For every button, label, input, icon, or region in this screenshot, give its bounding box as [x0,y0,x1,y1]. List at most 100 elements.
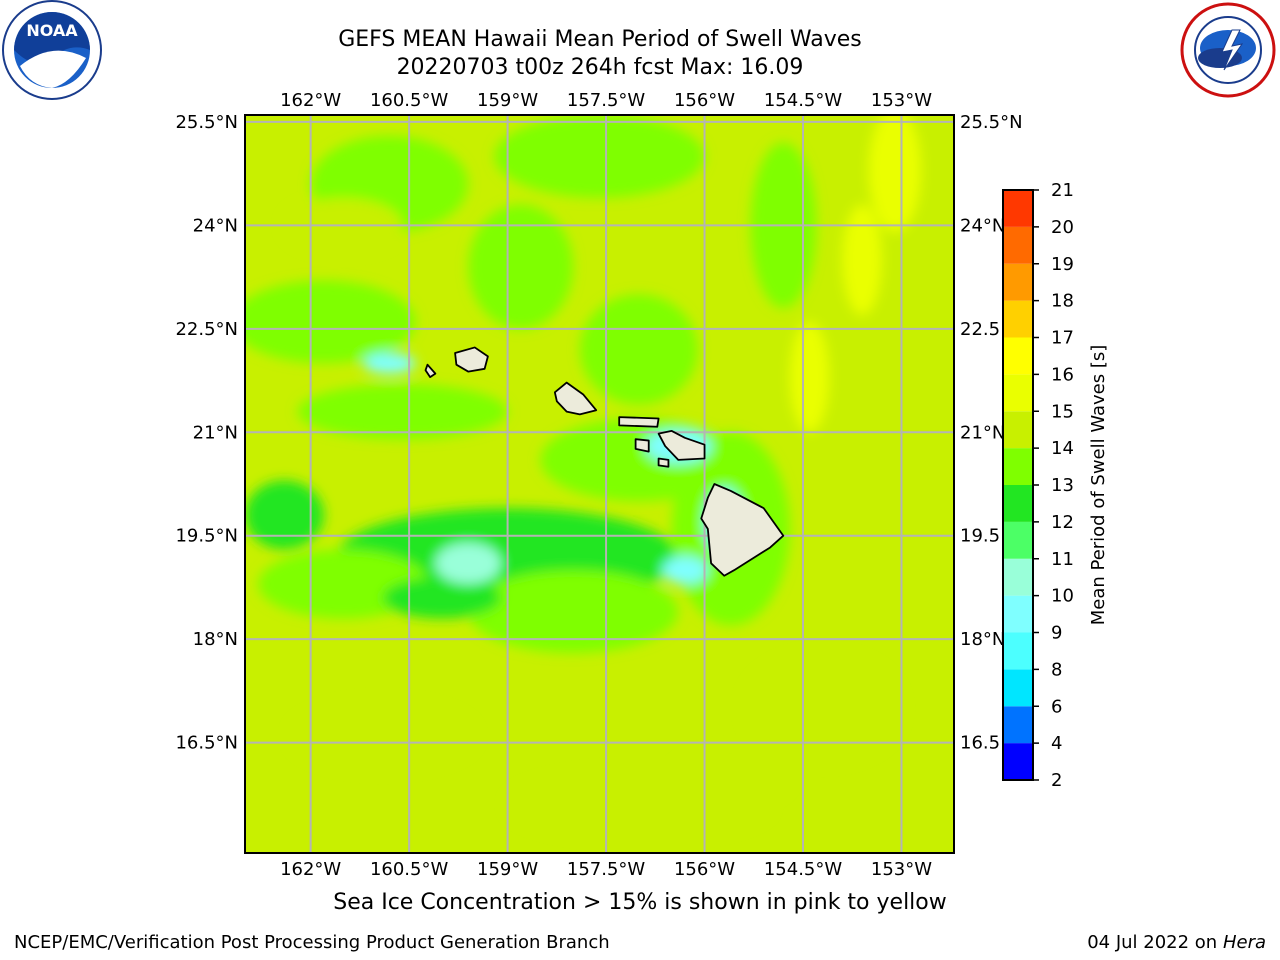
colorbar-segment [1003,411,1033,449]
colorbar-segment [1003,669,1033,707]
lon-label-bottom: 156°W [674,859,735,880]
footer-machine: Hera [1222,932,1266,953]
island-maui [657,429,706,461]
footer-date: 04 Jul 2022 on Hera [1087,932,1266,953]
noaa-logo-text: NOAA [26,21,78,40]
footer-branch: NCEP/EMC/Verification Post Processing Pr… [14,932,610,953]
colorbar-segment [1003,263,1033,301]
field-patch [245,280,416,364]
lon-label-top: 156°W [674,90,735,111]
field-patch [868,115,922,233]
field-patch [579,294,698,405]
colorbar-segment [1003,521,1033,559]
field-patch [363,352,416,374]
island-oahu [553,381,598,416]
nws-logo [1180,2,1276,98]
lat-label-right: 24°N [960,215,1005,236]
lat-label-right: 22.5 [960,319,1000,340]
colorbar-segment [1003,337,1033,375]
colorbar-tick-label: 10 [1051,586,1074,607]
lon-label-bottom: 157.5°W [567,859,646,880]
island-lanai [634,438,650,453]
colorbar-segment [1003,632,1033,670]
colorbar-tick-label: 17 [1051,328,1074,349]
swell-period-field [245,115,954,853]
lon-label-top: 162°W [280,90,341,111]
field-patch [468,204,574,329]
colorbar-tick-label: 8 [1051,659,1062,680]
field-patch [671,749,790,805]
lon-label-top: 160.5°W [370,90,449,111]
colorbar-tick-label: 14 [1051,438,1074,459]
colorbar-tick-label: 4 [1051,733,1062,754]
colorbar-tick-label: 21 [1051,180,1074,201]
lat-label-right: 19.5 [960,526,1000,547]
field-patch [494,115,705,198]
field-patch [789,321,830,433]
colorbar-tick-label: 19 [1051,254,1074,275]
colorbar-tick-label: 11 [1051,549,1074,570]
colorbar: 2 4 6 8 9 10 11 12 13 14 15 16 17 18 19 20 21 [1002,180,1074,791]
colorbar-tick-label: 2 [1051,770,1062,791]
island-kahoolawe [657,457,670,468]
map-frame [244,114,955,854]
island-hawaii [700,483,785,577]
lat-label-left: 19.5°N [175,526,238,547]
lat-label-left: 24°N [193,215,238,236]
colorbar-segment [1003,558,1033,596]
field-patch [842,204,882,316]
colorbar-segment [1003,448,1033,485]
map-title: GEFS MEAN Hawaii Mean Period of Swell Wa… [338,27,862,52]
field-patch [661,556,708,585]
colorbar-segment [1003,595,1033,633]
lat-label-left: 25.5°N [175,112,238,133]
colorbar-tick-label: 15 [1051,401,1074,422]
noaa-logo: NOAA [2,0,102,100]
colorbar-tick-label: 20 [1051,217,1074,238]
lon-label-top: 157.5°W [567,90,646,111]
lat-label-left: 16.5°N [175,733,238,754]
colorbar-segment [1003,300,1033,338]
colorbar-label: Mean Period of Swell Waves [s] [1088,345,1109,626]
field-patch [290,701,475,771]
lon-label-bottom: 160.5°W [370,859,449,880]
lon-label-bottom: 154.5°W [764,859,843,880]
colorbar-tick-label: 6 [1051,696,1062,717]
colorbar-segment [1003,190,1033,227]
lat-label-right: 25.5°N [960,112,1023,133]
lon-label-bottom: 159°W [477,859,538,880]
colorbar-segment [1003,226,1033,264]
field-patch [245,480,324,550]
colorbar-tick-label: 18 [1051,291,1074,312]
field-patch [435,542,502,585]
lat-label-left: 21°N [193,422,238,443]
lon-label-bottom: 153°W [871,859,932,880]
colorbar-tick-label: 12 [1051,512,1074,533]
colorbar-tick-label: 9 [1051,623,1062,644]
lat-label-left: 22.5°N [175,319,238,340]
lat-label-right: 18°N [960,629,1005,650]
sea-ice-caption: Sea Ice Concentration > 15% is shown in … [333,890,947,915]
colorbar-segment [1003,485,1033,522]
colorbar-segment [1003,706,1033,744]
island-niihau [424,363,437,378]
colorbar-segment [1003,743,1033,780]
field-patch [297,383,508,440]
lon-label-top: 159°W [477,90,538,111]
colorbar-tick-label: 16 [1051,364,1074,385]
lon-label-top: 153°W [871,90,932,111]
lon-label-top: 154.5°W [764,90,843,111]
island-molokai [618,416,660,428]
lat-label-right: 21°N [960,422,1005,443]
lat-label-left: 18°N [193,629,238,650]
lat-label-right: 16.5 [960,733,1000,754]
map-subtitle: 20220703 t00z 264h fcst Max: 16.09 [396,55,804,80]
island-kauai [454,346,489,373]
colorbar-segment [1003,374,1033,412]
field-patch [382,577,502,619]
field-patch [468,570,679,653]
lon-label-bottom: 162°W [280,859,341,880]
colorbar-tick-label: 13 [1051,475,1074,496]
field-patch [743,652,902,764]
